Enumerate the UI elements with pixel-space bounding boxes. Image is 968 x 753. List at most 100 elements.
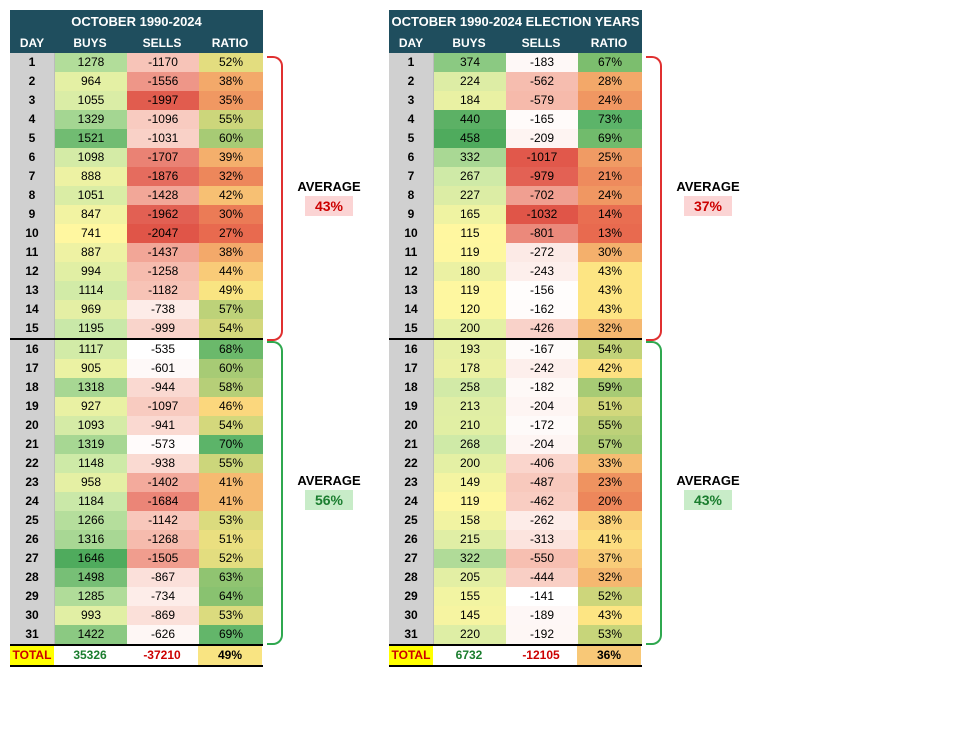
table-row: 6332-101725% [389, 148, 642, 167]
table-row: 19213-20451% [389, 397, 642, 416]
table-row: 131114-118249% [10, 281, 263, 300]
average-top: AVERAGE43% [289, 179, 369, 216]
sells-cell: -867 [127, 568, 199, 587]
ratio-cell: 44% [199, 262, 263, 281]
table-row: 12994-125844% [10, 262, 263, 281]
buys-cell: 213 [434, 397, 506, 416]
day-cell: 30 [10, 606, 55, 625]
buys-cell: 120 [434, 300, 506, 319]
table-row: 22200-40633% [389, 454, 642, 473]
table-row: 20210-17255% [389, 416, 642, 435]
sells-cell: -462 [506, 492, 578, 511]
sells-cell: -141 [506, 587, 578, 606]
buys-cell: 215 [434, 530, 506, 549]
buys-cell: 927 [55, 397, 127, 416]
ratio-cell: 68% [199, 340, 263, 359]
day-cell: 31 [389, 625, 434, 644]
ratio-cell: 64% [199, 587, 263, 606]
day-cell: 17 [389, 359, 434, 378]
ratio-cell: 51% [199, 530, 263, 549]
ratio-cell: 57% [578, 435, 642, 454]
table-row: 9847-196230% [10, 205, 263, 224]
sells-cell: -1032 [506, 205, 578, 224]
buys-cell: 1422 [55, 625, 127, 644]
average-bottom-value: 56% [305, 490, 353, 510]
day-cell: 27 [10, 549, 55, 568]
ratio-cell: 38% [578, 511, 642, 530]
header-buys: BUYS [433, 33, 505, 53]
buys-cell: 1184 [55, 492, 127, 511]
data-table-panel: OCTOBER 1990-2024 ELECTION YEARSDAYBUYSS… [389, 10, 748, 667]
table-row: 31220-19253% [389, 625, 642, 644]
ratio-cell: 52% [199, 549, 263, 568]
ratio-cell: 24% [578, 186, 642, 205]
table-row: 23958-140241% [10, 473, 263, 492]
total-sells: -12105 [505, 646, 577, 665]
day-cell: 17 [10, 359, 55, 378]
buys-cell: 115 [434, 224, 506, 243]
sells-cell: -579 [506, 91, 578, 110]
sells-cell: -426 [506, 319, 578, 338]
day-cell: 8 [389, 186, 434, 205]
header-day: DAY [389, 33, 433, 53]
buys-cell: 200 [434, 319, 506, 338]
day-cell: 4 [389, 110, 434, 129]
buys-cell: 1319 [55, 435, 127, 454]
sells-cell: -999 [127, 319, 199, 338]
table-row: 291285-73464% [10, 587, 263, 606]
day-cell: 1 [389, 53, 434, 72]
total-row: TOTAL35326-3721049% [10, 644, 263, 667]
sells-cell: -938 [127, 454, 199, 473]
sells-cell: -1182 [127, 281, 199, 300]
day-cell: 1 [10, 53, 55, 72]
ratio-cell: 21% [578, 167, 642, 186]
average-top-label: AVERAGE [289, 179, 369, 194]
total-buys: 6732 [433, 646, 505, 665]
buys-cell: 145 [434, 606, 506, 625]
day-cell: 15 [389, 319, 434, 338]
sells-cell: -262 [506, 511, 578, 530]
day-cell: 22 [389, 454, 434, 473]
ratio-cell: 32% [578, 319, 642, 338]
buys-cell: 905 [55, 359, 127, 378]
total-label: TOTAL [10, 646, 54, 665]
day-cell: 29 [10, 587, 55, 606]
ratio-cell: 43% [578, 300, 642, 319]
header-row: DAYBUYSSELLSRATIO [10, 33, 263, 53]
day-cell: 10 [10, 224, 55, 243]
day-cell: 16 [10, 340, 55, 359]
average-bottom-label: AVERAGE [668, 473, 748, 488]
ratio-cell: 52% [578, 587, 642, 606]
table-row: 10115-80113% [389, 224, 642, 243]
day-cell: 14 [389, 300, 434, 319]
sells-cell: -626 [127, 625, 199, 644]
sells-cell: -242 [506, 359, 578, 378]
buys-cell: 1093 [55, 416, 127, 435]
sells-cell: -1437 [127, 243, 199, 262]
buys-cell: 440 [434, 110, 506, 129]
ratio-cell: 58% [199, 378, 263, 397]
buys-cell: 200 [434, 454, 506, 473]
ratio-cell: 32% [578, 568, 642, 587]
buys-cell: 205 [434, 568, 506, 587]
day-cell: 24 [389, 492, 434, 511]
table-row: 2964-155638% [10, 72, 263, 91]
buys-cell: 119 [434, 243, 506, 262]
ratio-cell: 69% [578, 129, 642, 148]
day-cell: 13 [10, 281, 55, 300]
sells-cell: -172 [506, 416, 578, 435]
buys-cell: 1117 [55, 340, 127, 359]
buys-cell: 268 [434, 435, 506, 454]
table-row: 30145-18943% [389, 606, 642, 625]
table-row: 18258-18259% [389, 378, 642, 397]
sells-cell: -1707 [127, 148, 199, 167]
bracket-bottom-icon [646, 341, 662, 645]
day-cell: 25 [389, 511, 434, 530]
ratio-cell: 54% [199, 416, 263, 435]
sells-cell: -444 [506, 568, 578, 587]
ratio-cell: 38% [199, 243, 263, 262]
table-row: 17178-24242% [389, 359, 642, 378]
table-row: 30993-86953% [10, 606, 263, 625]
ratio-cell: 69% [199, 625, 263, 644]
table-row: 11278-117052% [10, 53, 263, 72]
